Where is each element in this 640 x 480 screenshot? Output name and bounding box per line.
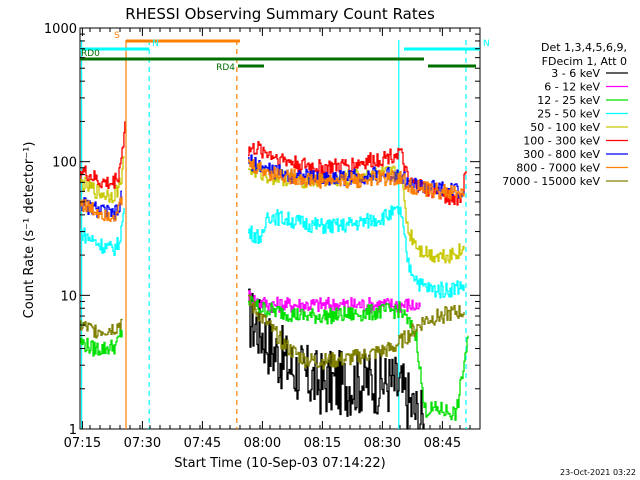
x-tick-label-4: 08:15 bbox=[304, 436, 341, 451]
legend-label-2: 12 - 25 keV bbox=[537, 94, 600, 107]
legend-label-0: 3 - 6 keV bbox=[551, 67, 600, 80]
series-line-8-segment-0 bbox=[80, 318, 123, 339]
data-series bbox=[80, 121, 469, 430]
y-tick-label-2: 100 bbox=[52, 156, 77, 171]
x-tick-label-3: 08:00 bbox=[244, 436, 281, 451]
series-line-2-segment-0 bbox=[80, 329, 123, 357]
flag-label-0: S bbox=[114, 31, 120, 41]
series-line-2-segment-1 bbox=[248, 295, 469, 421]
observing-flags: S N N RD0 RD4 bbox=[80, 31, 490, 73]
series-line-7-segment-1 bbox=[248, 159, 465, 200]
legend-label-3: 25 - 50 keV bbox=[537, 108, 600, 121]
series-line-6-segment-0 bbox=[80, 190, 122, 222]
series-line-3-segment-1 bbox=[248, 205, 465, 299]
flag-label-3: RD0 bbox=[81, 49, 100, 59]
y-tick-label-1: 10 bbox=[60, 289, 77, 304]
x-tick-label-0: 07:15 bbox=[64, 436, 101, 451]
legend-header-line-1: Det 1,3,4,5,6,9, bbox=[541, 41, 627, 54]
legend-label-7: 800 - 7000 keV bbox=[516, 162, 600, 175]
chart-title: RHESSI Observing Summary Count Rates bbox=[125, 5, 435, 23]
y-tick-label-3: 1000 bbox=[44, 22, 77, 37]
legend-label-1: 6 - 12 keV bbox=[544, 81, 600, 94]
series-line-0-segment-0 bbox=[248, 288, 425, 430]
series-line-7-segment-0 bbox=[80, 196, 123, 222]
legend-label-4: 50 - 100 keV bbox=[530, 121, 600, 134]
x-axis-label: Start Time (10-Sep-03 07:14:22) bbox=[174, 456, 385, 471]
axis-ticks: 07:15 07:30 07:45 08:00 08:15 08:30 08:45 1 10 10… bbox=[44, 22, 481, 451]
series-line-8-segment-1 bbox=[248, 294, 465, 370]
legend-label-5: 100 - 300 keV bbox=[523, 135, 600, 148]
legend-label-6: 300 - 800 keV bbox=[523, 148, 600, 161]
x-tick-label-5: 08:30 bbox=[364, 436, 401, 451]
x-tick-label-2: 07:45 bbox=[184, 436, 221, 451]
series-line-5-segment-0 bbox=[80, 121, 126, 189]
vertical-markers bbox=[80, 40, 467, 429]
render-timestamp: 23-Oct-2021 03:22 bbox=[560, 468, 636, 477]
x-tick-label-1: 07:30 bbox=[124, 436, 161, 451]
legend-header-line-2: FDecim 1, Att 0 bbox=[542, 55, 627, 68]
legend: Det 1,3,4,5,6,9, FDecim 1, Att 0 3 - 6 k… bbox=[502, 41, 628, 188]
x-tick-label-6: 08:45 bbox=[424, 436, 461, 451]
y-tick-label-0: 1 bbox=[69, 423, 77, 438]
y-axis-label: Count Rate (s⁻¹ detector⁻¹) bbox=[22, 142, 37, 319]
legend-label-8: 7000 - 15000 keV bbox=[502, 175, 600, 188]
series-line-3-segment-0 bbox=[80, 208, 125, 257]
flag-label-1: N bbox=[152, 39, 159, 49]
flag-label-2: N bbox=[483, 39, 490, 49]
flag-label-4: RD4 bbox=[216, 63, 235, 73]
series-line-4-segment-0 bbox=[80, 156, 125, 204]
